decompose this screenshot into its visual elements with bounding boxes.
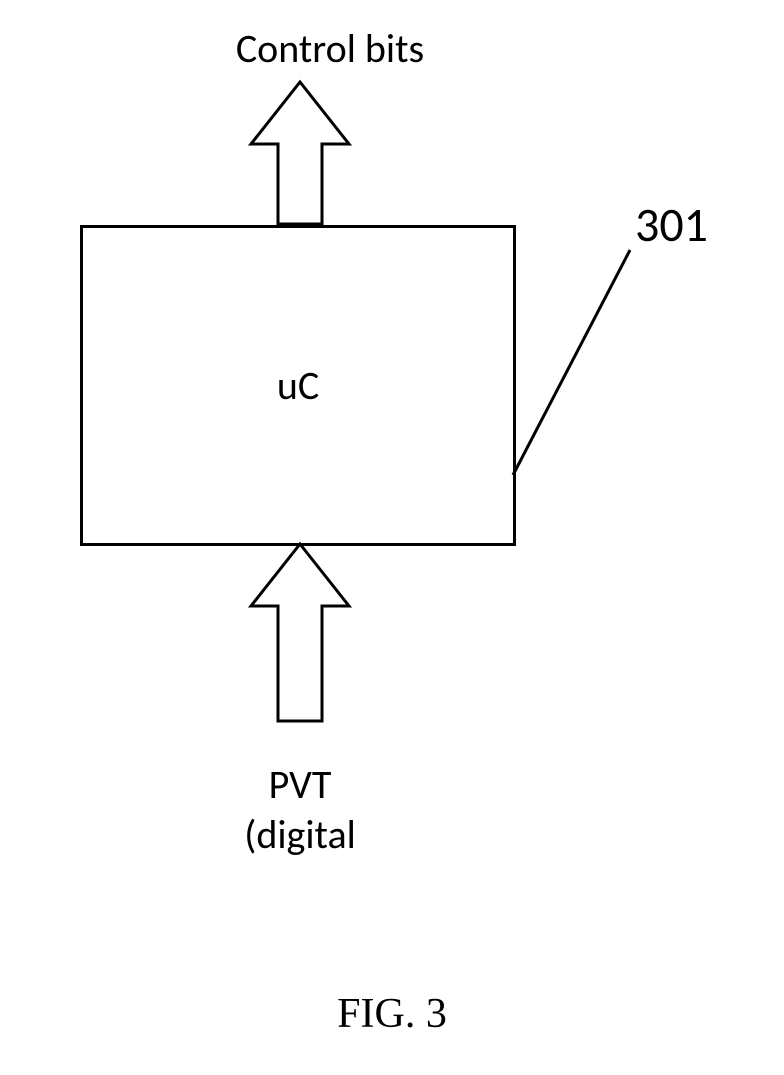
- arrow-up-bottom-icon: [236, 540, 364, 725]
- ref-leader-line: [0, 0, 784, 1075]
- ref-number-301: 301: [635, 195, 708, 254]
- label-digital: (digital: [200, 810, 400, 859]
- figure-caption: FIG. 3: [0, 990, 784, 1038]
- label-pvt: PVT: [200, 760, 400, 809]
